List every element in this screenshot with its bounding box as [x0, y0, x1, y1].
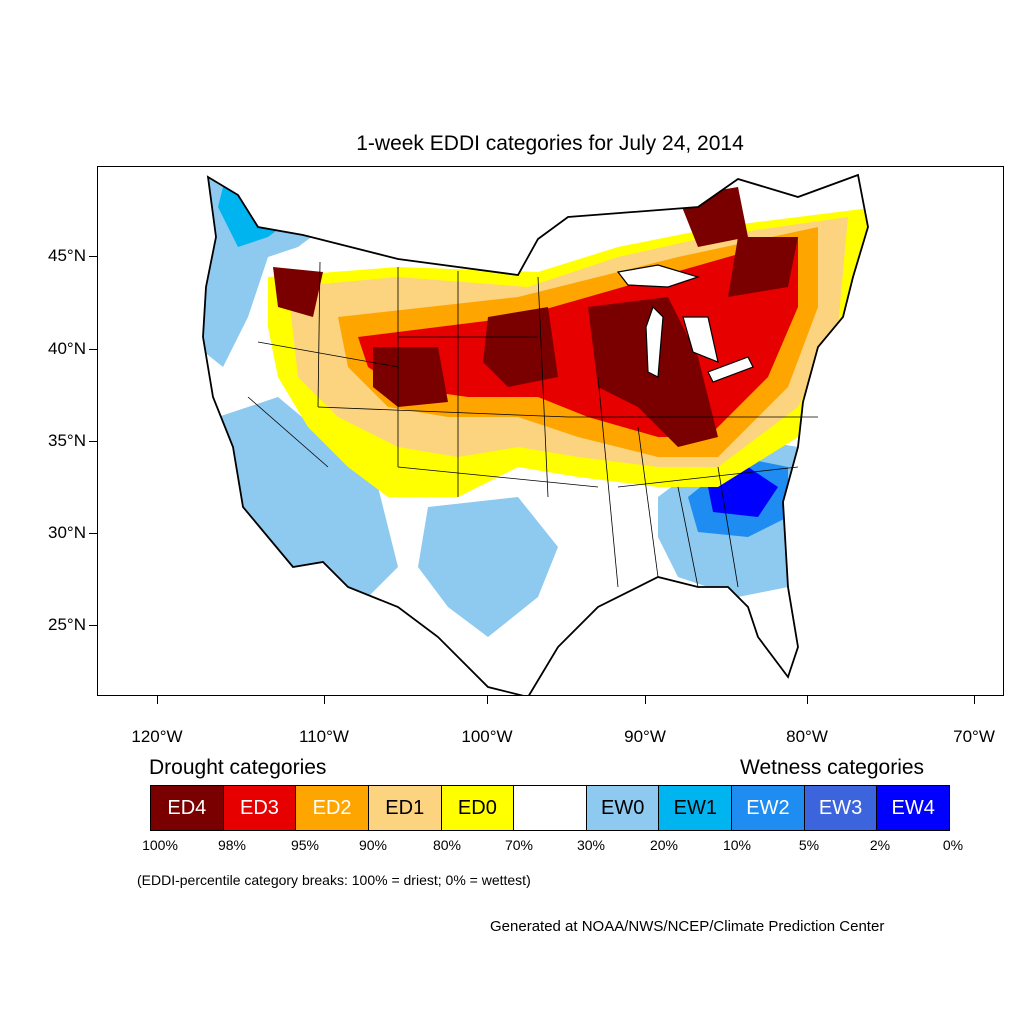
break-label: 0%	[942, 837, 964, 853]
dry-region-ed4-plains	[373, 347, 448, 407]
map-title: 1-week EDDI categories for July 24, 2014	[356, 132, 744, 155]
lon-tick	[324, 696, 325, 704]
break-label: 98%	[217, 837, 247, 853]
coastline	[202, 173, 869, 695]
lon-tick	[487, 696, 488, 704]
credit-text: Generated at NOAA/NWS/NCEP/Climate Predi…	[490, 918, 885, 935]
lat-tick	[89, 256, 97, 257]
lat-tick	[89, 533, 97, 534]
eddi-map	[202, 173, 869, 695]
lon-label: 80°W	[786, 727, 828, 746]
legend-box-ed1: ED1	[368, 786, 442, 830]
lon-label: 70°W	[953, 727, 995, 746]
lat-label: 25°N	[48, 615, 86, 634]
state-borders	[247, 261, 818, 588]
legend-box-ew4: EW4	[877, 786, 950, 830]
lake-huron	[682, 316, 719, 363]
legend-box-ed4: ED4	[151, 786, 224, 830]
lake-superior	[616, 264, 700, 288]
lake-erie	[707, 356, 754, 383]
lake-michigan	[645, 305, 664, 378]
breaks-note: (EDDI-percentile category breaks: 100% =…	[137, 872, 531, 888]
wetness-heading: Wetness categories	[740, 756, 925, 779]
legend-box-ew2: EW2	[732, 786, 805, 830]
dry-region-ed4-midwest	[483, 307, 558, 387]
lat-label: 35°N	[48, 431, 86, 450]
break-label: 5%	[798, 837, 820, 853]
lat-label: 40°N	[48, 339, 86, 358]
break-label: 70%	[504, 837, 534, 853]
break-label: 80%	[432, 837, 462, 853]
lon-label: 120°W	[131, 727, 183, 746]
lat-label: 45°N	[48, 246, 86, 265]
wet-region-texas	[418, 497, 558, 637]
break-label: 90%	[358, 837, 388, 853]
legend-box-ed2: ED2	[296, 786, 369, 830]
lon-label: 110°W	[299, 727, 349, 746]
lon-tick	[645, 696, 646, 704]
wet-region-southwest	[218, 397, 398, 607]
lat-tick	[89, 441, 97, 442]
legend-box-ed3: ED3	[223, 786, 297, 830]
dry-region-ed4-northwest	[273, 267, 323, 317]
map-frame	[97, 166, 1004, 696]
legend-box-neutral	[514, 786, 587, 830]
legend-box-ew0: EW0	[586, 786, 660, 830]
break-label: 20%	[649, 837, 679, 853]
lat-tick	[89, 349, 97, 350]
legend-box-ew1: EW1	[659, 786, 733, 830]
lon-tick	[157, 696, 158, 704]
legend-box-ew3: EW3	[804, 786, 878, 830]
drought-heading: Drought categories	[149, 756, 327, 779]
legend-box-ed0: ED0	[441, 786, 515, 830]
lon-tick	[974, 696, 975, 704]
dry-region-ed4-quebec	[728, 237, 798, 297]
lon-label: 90°W	[624, 727, 666, 746]
break-label: 100%	[142, 837, 178, 853]
lon-label: 100°W	[461, 727, 513, 746]
lat-label: 30°N	[48, 523, 86, 542]
lat-tick	[89, 625, 97, 626]
legend-bar: ED4 ED3 ED2 ED1 ED0 EW0 EW1 EW2 EW3 EW4	[150, 785, 950, 831]
lon-tick	[807, 696, 808, 704]
break-label: 95%	[290, 837, 320, 853]
break-label: 30%	[576, 837, 606, 853]
break-label: 2%	[869, 837, 891, 853]
break-label: 10%	[722, 837, 752, 853]
